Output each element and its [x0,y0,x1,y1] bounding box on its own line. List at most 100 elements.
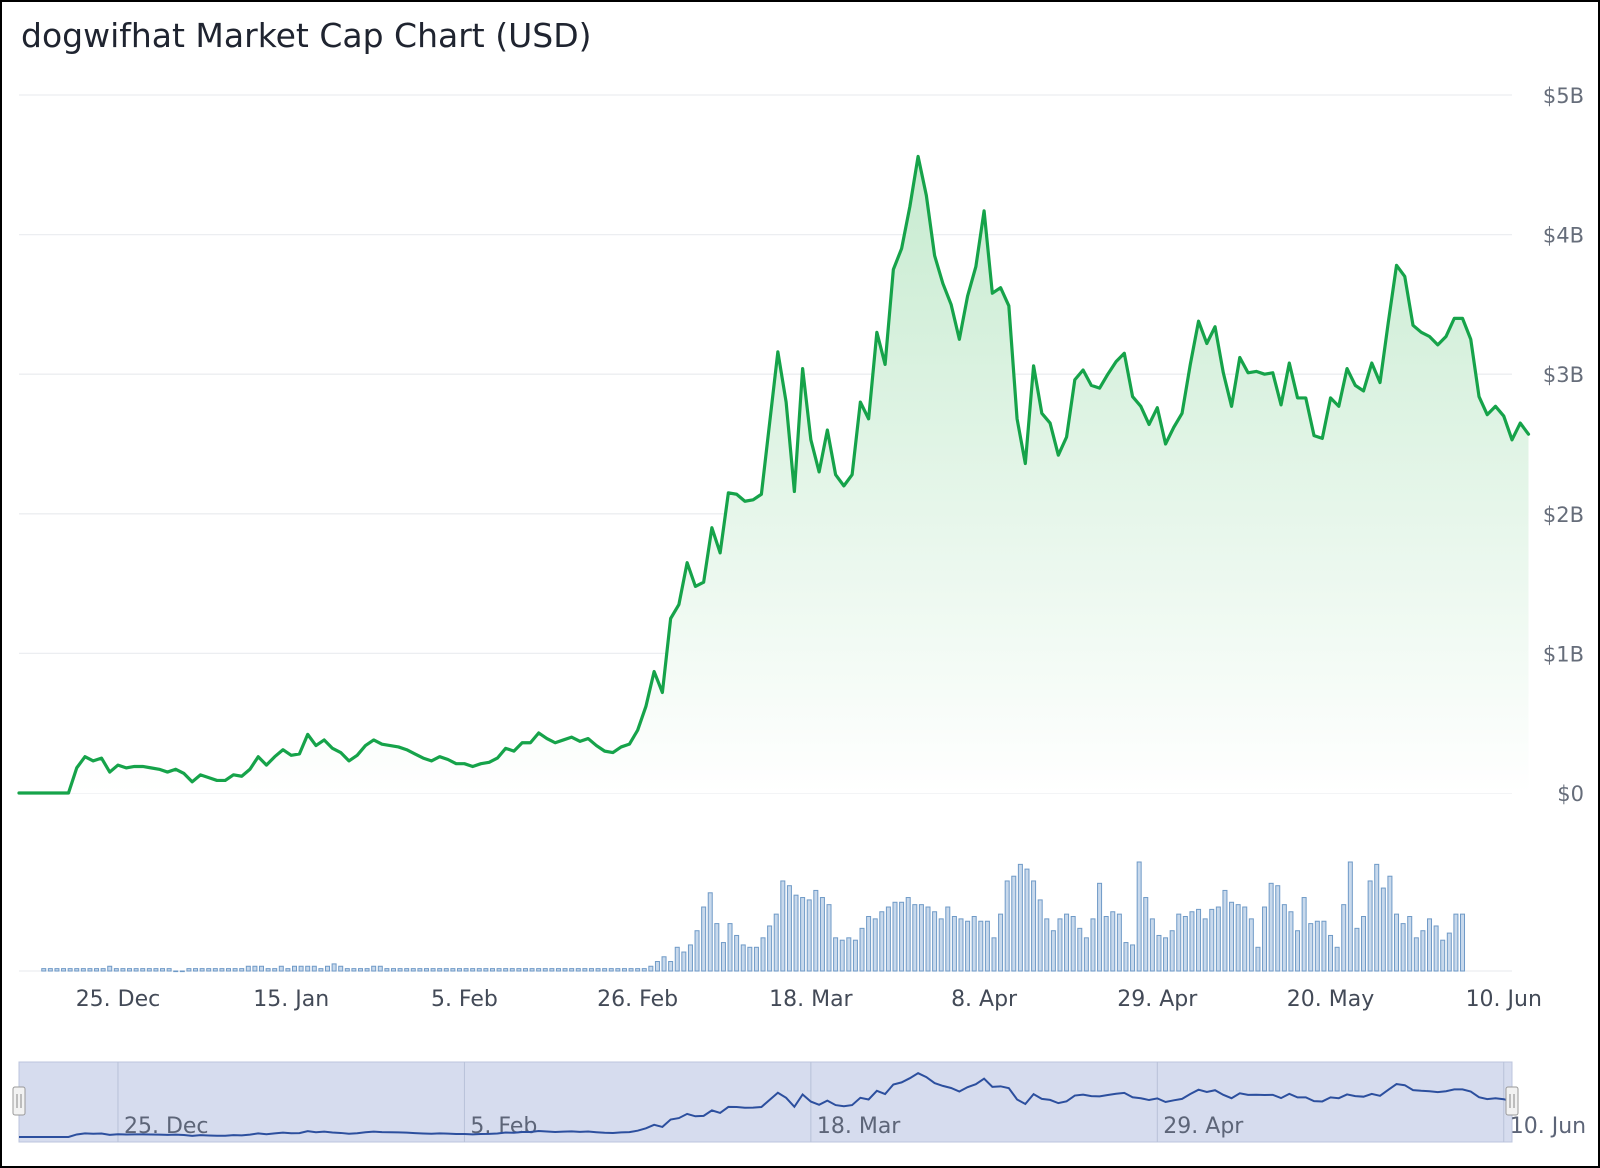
x-tick-label: 18. Mar [769,987,853,1012]
volume-bar [1044,918,1050,972]
volume-bar [206,968,212,972]
volume-bar [483,968,489,972]
volume-bar [800,897,806,972]
volume-bar [423,968,429,972]
volume-bar [133,968,139,972]
volume-bar [1031,880,1037,972]
volume-bar [489,968,495,972]
volume-bar [661,956,667,972]
volume-bar [377,965,383,972]
volume-bar [833,937,839,972]
volume-bar [1361,916,1367,972]
volume-bar [1196,908,1202,972]
volume-bar [892,901,898,972]
volume-bar [1321,920,1327,972]
volume-bar [1057,918,1063,972]
volume-bar [1248,918,1254,972]
volume-bar [404,968,410,972]
volume-bar [879,911,885,972]
volume-bar [509,968,515,972]
navigator-right-handle[interactable] [1505,1086,1519,1116]
volume-bar [1281,904,1287,972]
y-tick-label: $3B [1543,363,1584,387]
volume-bar [107,965,113,972]
volume-bar [1011,875,1017,972]
volume-bar [1050,930,1056,972]
volume-bar [1202,918,1208,972]
volume-bar [1037,899,1043,972]
x-tick-label: 15. Jan [253,987,329,1012]
navigator-tick-label: 5. Feb [470,1114,537,1139]
volume-bar [984,920,990,972]
volume-bar [1453,913,1459,972]
volume-bar [1268,882,1274,972]
volume-bar [265,968,271,972]
volume-bar [621,968,627,972]
volume-bar [1004,880,1010,972]
x-tick-label: 8. Apr [951,987,1018,1012]
volume-bar [740,944,746,972]
volume-bar [285,968,291,972]
volume-bar [292,965,297,972]
volume-bar [325,965,330,972]
range-navigator[interactable]: 25. Dec 5. Feb 18. Mar 29. Apr 10. Jun [12,1061,1586,1143]
navigator-selection[interactable] [18,1061,1513,1143]
volume-bar [687,944,693,972]
volume-bar [701,906,707,972]
volume-bar [1189,911,1195,972]
volume-bar [278,965,284,972]
volume-bar [226,968,232,972]
volume-bar [760,937,766,972]
navigator-tick-label: 29. Apr [1163,1114,1244,1139]
volume-bars [41,861,1466,973]
volume-bar [1407,916,1413,972]
y-tick-label: $4B [1543,224,1584,248]
volume-bar [806,899,812,972]
navigator-series-line [19,1072,1512,1138]
volume-bar [1024,868,1030,972]
volume-bar [298,965,304,972]
volume-bar [100,968,106,972]
volume-bar [1182,916,1188,972]
volume-bar [1215,906,1221,972]
volume-bar [727,923,733,972]
volume-bar [470,968,476,972]
volume-bar [1064,913,1070,972]
volume-bar [1116,913,1122,972]
volume-bar [602,968,608,972]
volume-bar [1083,937,1089,972]
volume-bar [384,968,390,972]
volume-bar [885,906,891,972]
volume-bar [166,968,172,972]
volume-bar [1341,904,1347,972]
volume-bar [54,968,60,972]
volume-bar [608,968,614,972]
volume-bar [786,885,792,972]
volume-bar [575,968,581,972]
volume-bar [1387,875,1393,972]
volume-bar [1143,897,1149,972]
volume-bar [780,880,786,972]
volume-bar [899,901,905,972]
volume-bar [1242,906,1248,972]
navigator-left-handle[interactable] [12,1086,26,1116]
volume-bar [536,968,542,972]
volume-bar [113,968,119,972]
volume-bar [232,968,238,972]
volume-bar [991,937,997,972]
volume-bar [430,968,436,972]
volume-bar [852,939,858,972]
volume-bar [1420,930,1426,972]
volume-bar [1209,908,1215,972]
volume-bar [219,968,225,972]
volume-bar [344,968,350,972]
volume-bar [443,968,449,972]
navigator-tick-label: 10. Jun [1510,1114,1586,1139]
y-tick-label: $2B [1543,503,1584,527]
volume-bar [951,916,957,972]
volume-bar [496,968,502,972]
volume-bar [61,968,67,972]
volume-bar [615,968,621,972]
volume-bar [1136,861,1142,972]
volume-bar [245,965,251,972]
